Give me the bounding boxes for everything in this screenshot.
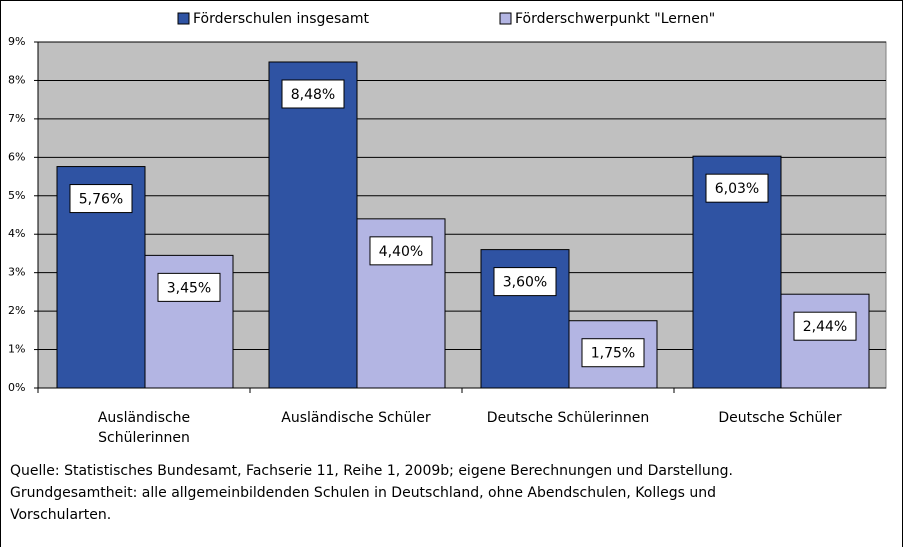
value-label-box xyxy=(793,311,857,341)
value-label: 8,48% xyxy=(291,87,335,103)
y-tick-label: 2% xyxy=(8,304,25,317)
y-tick-label: 0% xyxy=(8,381,25,394)
note: Vorschularten. xyxy=(10,507,112,523)
x-tick-label: Deutsche Schülerinnen xyxy=(486,410,650,426)
value-label: 6,03% xyxy=(715,181,759,197)
value-label: 5,76% xyxy=(79,192,123,208)
value-label-box xyxy=(281,79,345,109)
value-label: 3,45% xyxy=(167,280,211,296)
x-tick-label: Ausländische Schüler xyxy=(281,410,431,426)
y-tick-label: 3% xyxy=(8,266,25,279)
value-label: 3,60% xyxy=(503,275,547,291)
value-label: 1,75% xyxy=(591,346,635,362)
bar xyxy=(780,293,870,389)
y-tick-label: 9% xyxy=(8,35,25,48)
legend-swatch xyxy=(177,12,190,25)
y-tick-label: 4% xyxy=(8,227,25,240)
y-tick-label: 1% xyxy=(8,343,25,356)
y-tick-label: 6% xyxy=(8,150,25,163)
x-tick-label: Ausländische Schülerinnen xyxy=(97,410,191,446)
y-tick-label: 7% xyxy=(8,112,25,125)
value-label-box xyxy=(69,184,133,214)
value-label-box xyxy=(369,236,433,266)
value-label: 4,40% xyxy=(379,244,423,260)
value-label-box xyxy=(157,272,221,302)
note: Quelle: Statistisches Bundesamt, Fachser… xyxy=(10,463,734,479)
value-label-box xyxy=(493,267,557,297)
value-label-box xyxy=(581,338,645,368)
legend-swatch xyxy=(499,12,512,25)
legend-label: Förderschulen insgesamt xyxy=(193,11,370,27)
value-label: 2,44% xyxy=(803,319,847,335)
x-tick-label: Deutsche Schüler xyxy=(718,410,842,426)
y-tick-label: 5% xyxy=(8,189,25,202)
value-label-box xyxy=(705,173,769,203)
legend-label: Förderschwerpunkt "Lernen" xyxy=(515,11,715,27)
note: Grundgesamtheit: alle allgemeinbildenden… xyxy=(10,485,716,501)
y-tick-label: 8% xyxy=(8,73,25,86)
bar xyxy=(268,61,358,389)
